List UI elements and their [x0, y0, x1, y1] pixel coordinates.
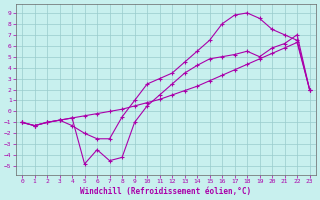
X-axis label: Windchill (Refroidissement éolien,°C): Windchill (Refroidissement éolien,°C): [80, 187, 252, 196]
